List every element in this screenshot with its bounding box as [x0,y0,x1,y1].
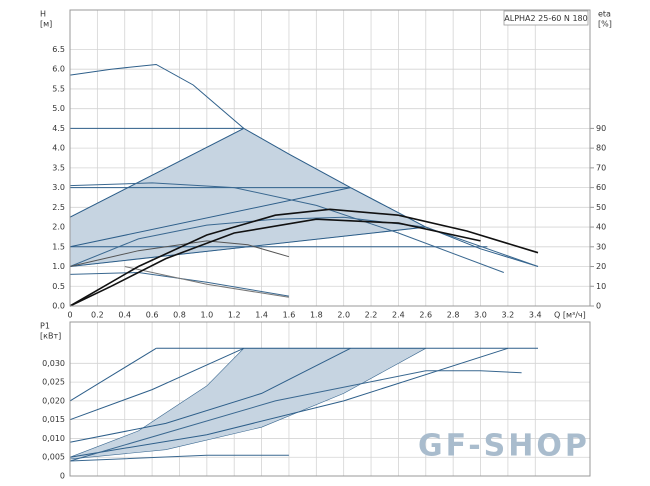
curve [69,347,509,458]
y2-axis-label: eta [598,10,611,19]
curve [69,63,539,267]
curve [69,347,245,421]
y-tick-label: 6.0 [52,65,65,74]
y2-tick-label: 70 [596,163,606,172]
y-axis-label: [кВт] [40,332,61,341]
y-tick-label: 4.0 [52,144,65,153]
curve [69,271,289,297]
operating-area [69,348,426,460]
y-tick-label: 1.5 [52,242,65,251]
curve [69,216,539,267]
curve [69,347,351,443]
y-axis-label: H [40,10,46,19]
x-tick-label: 3.0 [474,311,487,320]
curve [69,454,289,462]
x-tick-label: 0.6 [146,311,159,320]
y-tick-label: 0,010 [42,434,65,443]
y-tick-label: 0,005 [42,453,65,462]
y-tick-label: 6.5 [52,45,65,54]
x-tick-label: 1.2 [228,311,241,320]
x-tick-label: 0 [67,311,72,320]
x-tick-label: 2.0 [337,311,350,320]
y-tick-label: 2.0 [52,223,65,232]
chart-title: ALPHA2 25-60 N 180 [504,14,587,23]
x-tick-label: 1.0 [200,311,213,320]
efficiency-curve [69,208,539,307]
y2-tick-label: 30 [596,242,606,251]
y-tick-label: 3.5 [52,163,65,172]
y-tick-label: 3.0 [52,183,65,192]
x-tick-label: 0.4 [118,311,131,320]
y2-tick-label: 90 [596,124,606,133]
curve [69,240,290,267]
curve [69,226,426,267]
plots: 0.0 0.5 1.0 1.5 2.0 2.5 3.0 3.5 4.0 4.5 5.0 5.5 6.0 6… [40,9,612,481]
y2-tick-label: 60 [596,183,606,192]
x-tick-label: 1.6 [283,311,296,320]
efficiency-curve [69,218,481,307]
y2-tick-label: 10 [596,282,606,291]
y-tick-label: 0,020 [42,396,65,405]
x-tick-label: 3.4 [529,311,542,320]
y-tick-label: 2.5 [52,203,65,212]
curve [69,370,522,462]
y2-tick-label: 40 [596,223,606,232]
x-tick-label: 1.8 [310,311,323,320]
x-tick-label: 0.8 [173,311,186,320]
plot-frame [69,321,591,477]
y-tick-label: 0,015 [42,415,65,424]
title-box [503,10,589,26]
x-tick-label: 3.2 [502,311,515,320]
x-tick-label: 2.8 [447,311,460,320]
watermark: GF-SHOP [418,429,590,464]
y2-axis-label: [%] [598,20,612,29]
curve [69,127,245,218]
x-axis-label: Q [м³/ч] [554,311,586,320]
y-tick-label: 5.0 [52,104,65,113]
y-tick-label: 1.0 [52,262,65,271]
y-axis-label: P1 [40,322,50,331]
y-axis-label: [м] [40,20,52,29]
y-tick-label: 0,025 [42,378,65,387]
x-tick-label: 2.2 [365,311,378,320]
curve [69,187,351,248]
y-tick-label: 0 [60,472,65,481]
y-tick-label: 4.5 [52,124,65,133]
y2-tick-label: 20 [596,262,606,271]
y-tick-label: 0,030 [42,359,65,368]
curve [69,182,504,273]
x-tick-label: 2.6 [419,311,432,320]
y2-tick-label: 0 [596,302,601,311]
y-tick-label: 0.0 [52,302,65,311]
curve [124,266,289,298]
x-tick-label: 0.2 [91,311,104,320]
y2-tick-label: 80 [596,144,606,153]
y-tick-label: 5.5 [52,84,65,93]
curve [69,347,157,402]
x-tick-label: 1.4 [255,311,268,320]
y-tick-label: 0.5 [52,282,65,291]
x-tick-label: 2.4 [392,311,405,320]
plot-frame [69,9,591,307]
y2-tick-label: 50 [596,203,606,212]
